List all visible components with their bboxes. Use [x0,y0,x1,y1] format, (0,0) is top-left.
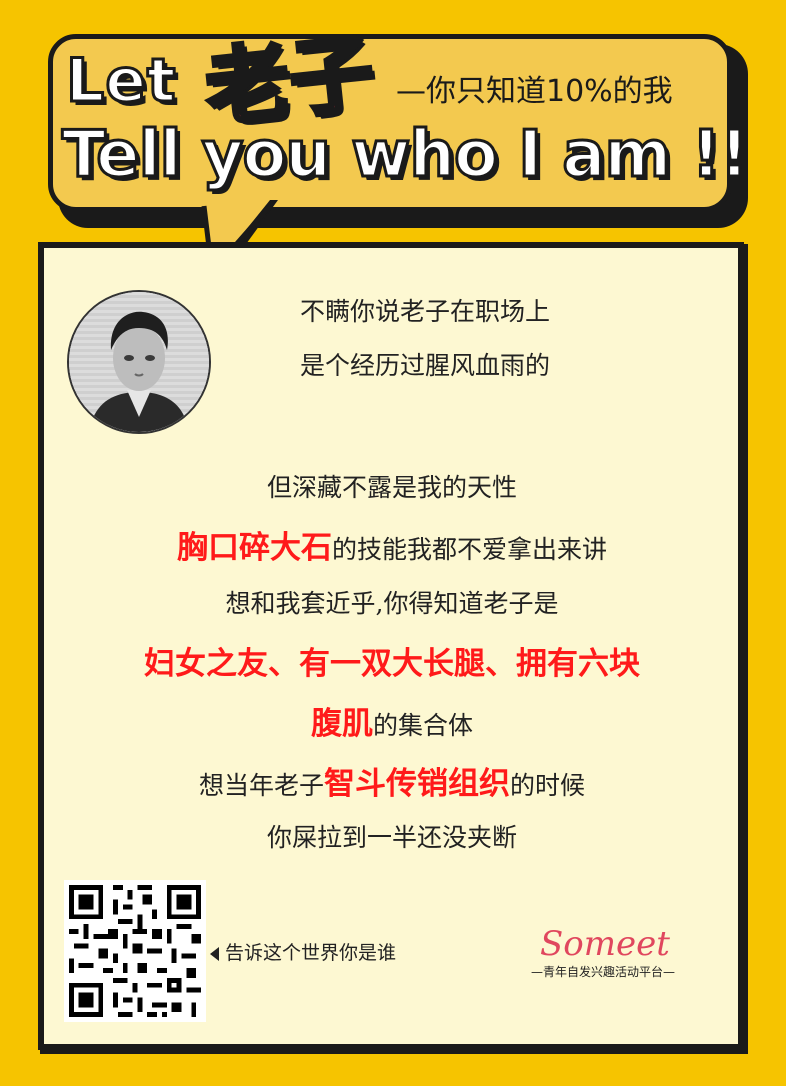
body-line-8: 想当年老子智斗传销组织的时候 [40,758,744,803]
body-line-9: 你屎拉到一半还没夹断 [266,823,517,852]
body-line-2: 是个经历过腥风血雨的 [300,351,551,380]
body-line-3: 但深藏不露是我的天性 [266,473,517,502]
avatar [67,290,211,434]
title-main: Tell you who I am !! [61,117,751,194]
qr-code-icon [64,880,206,1022]
highlight-chest-rock: 胸口碎大石 [176,530,332,566]
body-line-1: 不瞒你说老子在职场上 [300,297,551,326]
body-line-7-rest: 的集合体 [372,711,473,740]
highlight-traits: 妇女之友、有一双大长腿、拥有六块 [144,646,640,682]
body-line-4-rest: 的技能我都不爱拿出来讲 [331,535,607,564]
share-text: 告诉这个世界你是谁 [225,942,397,964]
highlight-abs: 腹肌 [310,706,373,742]
header-bubble [48,34,732,212]
highlight-mlm: 智斗传销组织 [324,766,510,802]
share-prompt: 告诉这个世界你是谁 [210,938,396,965]
qr-code[interactable] [64,880,206,1022]
body-line-8-post: 的时候 [510,771,586,800]
title-subtitle: —你只知道10%的我 [396,74,673,109]
brand-tagline: —青年自发兴趣活动平台— [531,965,676,979]
title-let: Let [65,45,178,118]
body-line-8-pre: 想当年老子 [198,771,324,800]
triangle-left-icon [210,947,219,961]
brand-logo: Someet [540,924,670,964]
body-line-6: 妇女之友、有一双大长腿、拥有六块 [40,638,744,683]
body-line-7: 腹肌的集合体 [40,698,744,743]
body-line-5: 想和我套近乎,你得知道老子是 [225,589,559,618]
body-line-4: 胸口碎大石的技能我都不爱拿出来讲 [40,522,744,567]
portrait-image [69,292,209,432]
